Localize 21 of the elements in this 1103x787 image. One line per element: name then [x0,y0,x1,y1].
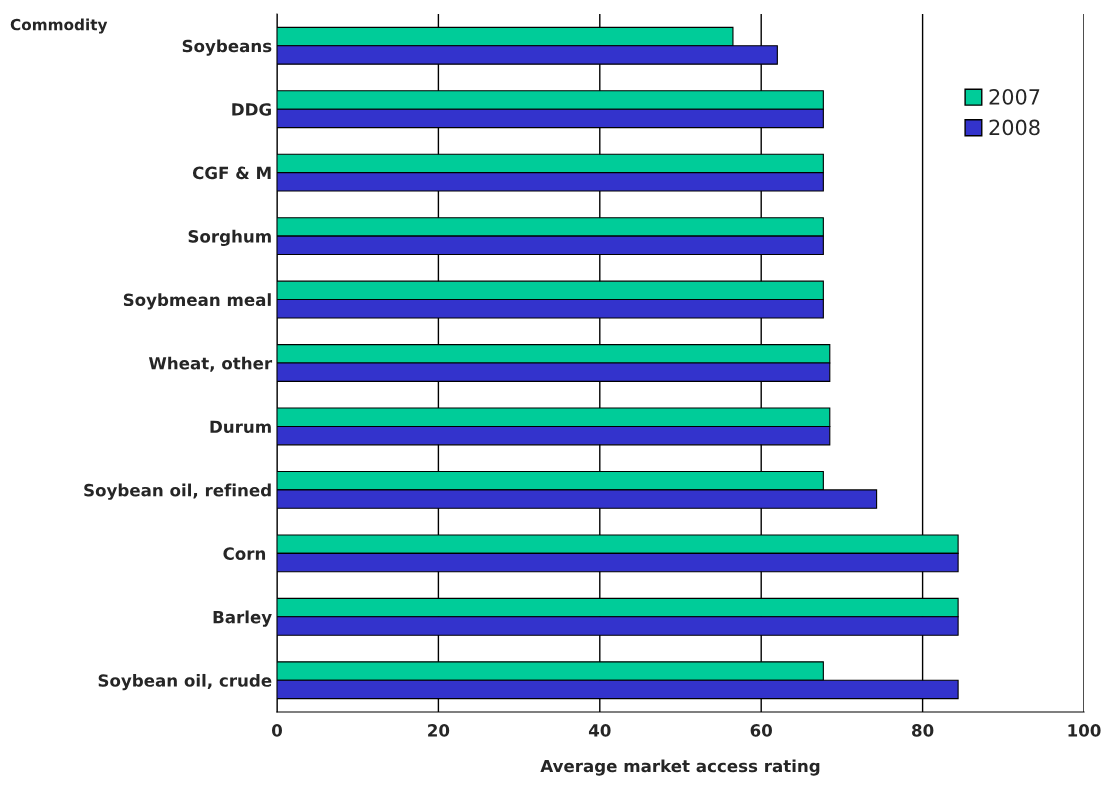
y-tick-label: Wheat, other [148,356,273,372]
y-tick-label: Durum [210,420,271,434]
y-tick-label: Soybmean meal [123,293,271,310]
y-axis-title: Commodity [10,18,108,34]
y-tick-label: Soybean oil, crude [98,673,272,691]
y-tick-label: Corn [223,547,266,560]
y-tick-label: CGF & M [192,166,271,180]
y-tick-label: Sorghum [188,229,271,247]
y-tick-label: Soybeans [182,39,272,56]
x-tick-label: 20 [428,724,450,737]
x-tick-label: 100 [1068,724,1101,737]
x-axis-title: Average market access rating [540,759,820,776]
y-tick-label: Barley [213,610,272,627]
x-tick-label: 80 [912,724,934,737]
legend-label: 2008 [989,119,1040,136]
legend-label: 2007 [989,88,1040,105]
x-tick-label: 0 [272,724,282,737]
y-tick-label: Soybean oil, refined [84,483,271,500]
y-tick-label: DDG [232,103,271,116]
x-tick-label: 40 [588,724,611,737]
x-tick-label: 60 [750,724,772,737]
